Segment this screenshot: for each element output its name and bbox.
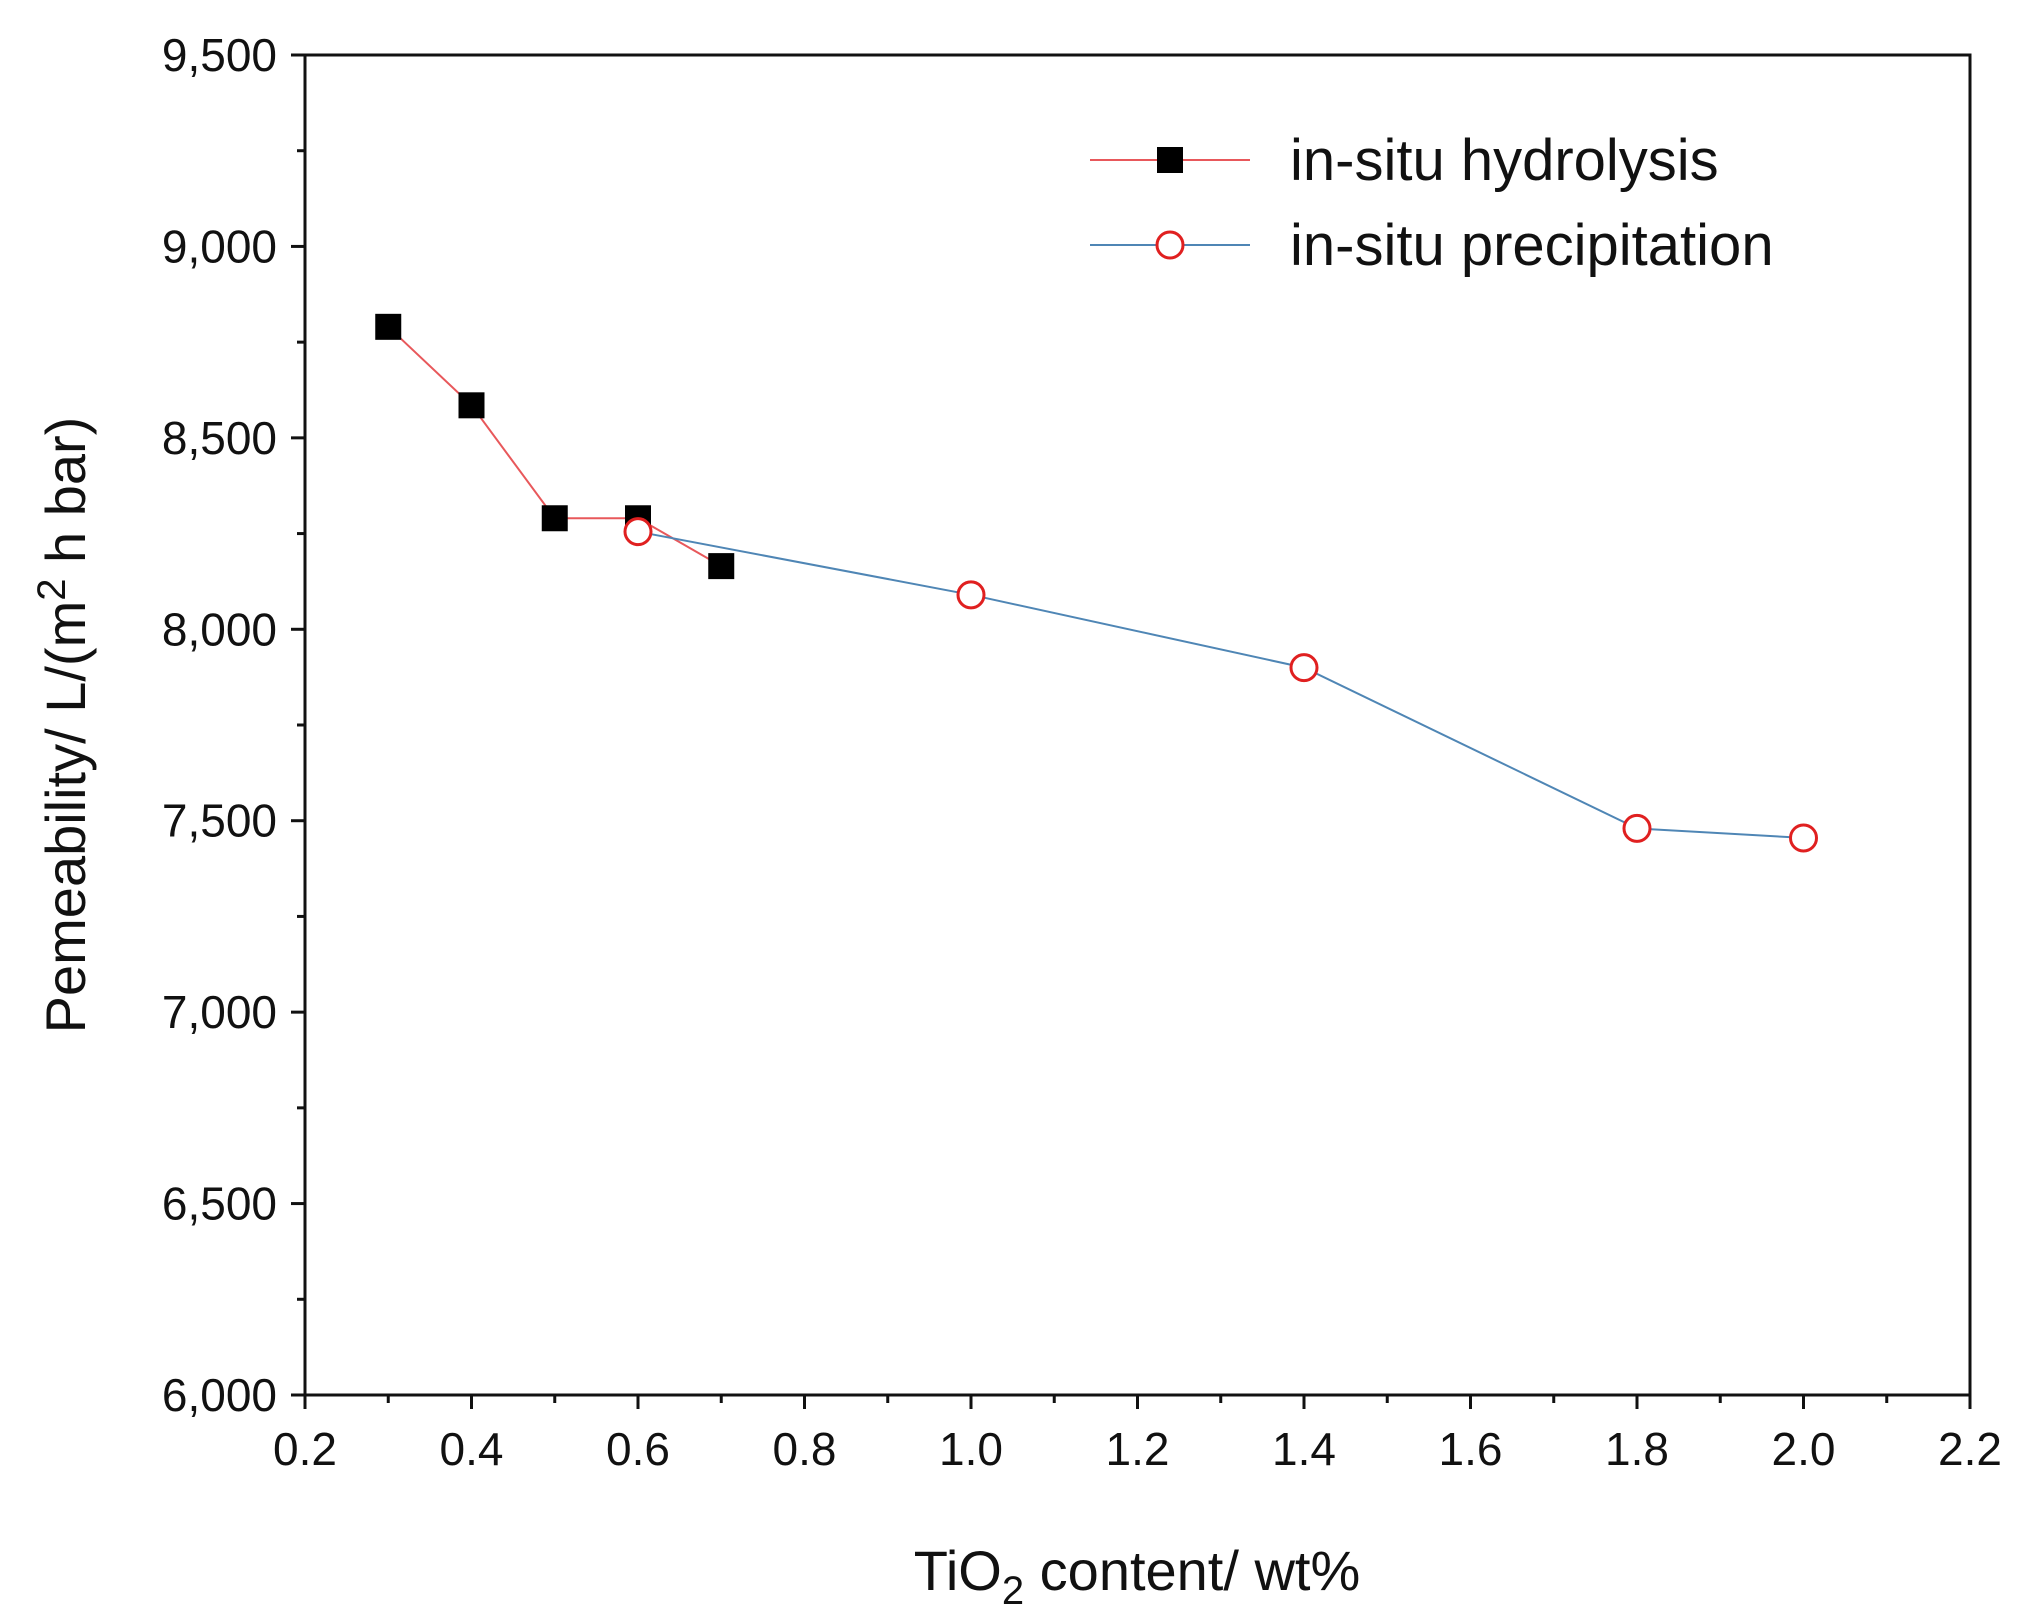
data-point-in-situ-hydrolysis xyxy=(541,505,568,532)
y-tick-label: 8,500 xyxy=(162,412,277,464)
x-tick-label: 1.6 xyxy=(1439,1423,1503,1475)
x-tick-label: 0.4 xyxy=(440,1423,504,1475)
y-tick-label: 6,000 xyxy=(162,1369,277,1421)
data-point-in-situ-precipitation xyxy=(956,580,986,610)
y-axis-label: Pemeability/ L/(m2 h bar) xyxy=(30,417,97,1034)
data-point-in-situ-precipitation xyxy=(1289,653,1319,683)
x-tick-label: 2.0 xyxy=(1772,1423,1836,1475)
y-tick-label: 8,000 xyxy=(162,603,277,655)
axis-ticks: 0.2 0.4 0.6 0.8 1.0 1.2 1.4 1.6 1.8 2.0 2.2 6,000 6,… xyxy=(162,29,2002,1475)
data-point-in-situ-hydrolysis xyxy=(375,313,402,340)
legend-label-in-situ-precipitation: in-situ precipitation xyxy=(1290,213,1774,278)
series-markers xyxy=(375,313,1818,853)
y-tick-label: 9,000 xyxy=(162,220,277,272)
y-tick-label: 7,500 xyxy=(162,795,277,847)
x-tick-label: 1.0 xyxy=(939,1423,1003,1475)
y-tick-label: 7,000 xyxy=(162,986,277,1038)
x-tick-label: 0.8 xyxy=(773,1423,837,1475)
x-tick-label: 1.4 xyxy=(1272,1423,1336,1475)
data-point-in-situ-precipitation xyxy=(1789,823,1818,853)
series-lines xyxy=(387,326,1804,839)
legend: in-situ hydrolysis in-situ precipitation xyxy=(1090,128,1774,278)
x-tick-label: 1.8 xyxy=(1605,1423,1669,1475)
y-axis-label-rest: h bar) xyxy=(34,417,97,579)
legend-marker-in-situ-hydrolysis xyxy=(1157,147,1183,173)
y-tick-label: 6,500 xyxy=(162,1178,277,1230)
y-axis-label-main: Pemeability/ L/(m xyxy=(34,601,97,1034)
y-axis-label-superscript: 2 xyxy=(30,579,74,601)
x-tick-label: 2.2 xyxy=(1938,1423,2002,1475)
x-tick-label: 0.2 xyxy=(273,1423,337,1475)
y-tick-label: 9,500 xyxy=(162,29,277,81)
series-line-in-situ-precipitation xyxy=(637,530,1804,839)
x-tick-label: 0.6 xyxy=(606,1423,670,1475)
x-tick-label: 1.2 xyxy=(1106,1423,1170,1475)
x-axis-label: TiO2 content/ wt% xyxy=(914,1539,1361,1613)
legend-marker-in-situ-precipitation xyxy=(1155,230,1185,260)
data-point-in-situ-hydrolysis xyxy=(708,553,735,580)
data-point-in-situ-hydrolysis xyxy=(458,392,485,419)
data-point-in-situ-precipitation xyxy=(623,517,653,547)
x-axis-label-rest: content/ wt% xyxy=(1024,1539,1360,1602)
x-axis-label-main: TiO xyxy=(914,1539,1002,1602)
x-axis-label-subscript: 2 xyxy=(1002,1569,1024,1613)
data-point-in-situ-precipitation xyxy=(1622,813,1652,843)
legend-label-in-situ-hydrolysis: in-situ hydrolysis xyxy=(1290,128,1719,193)
